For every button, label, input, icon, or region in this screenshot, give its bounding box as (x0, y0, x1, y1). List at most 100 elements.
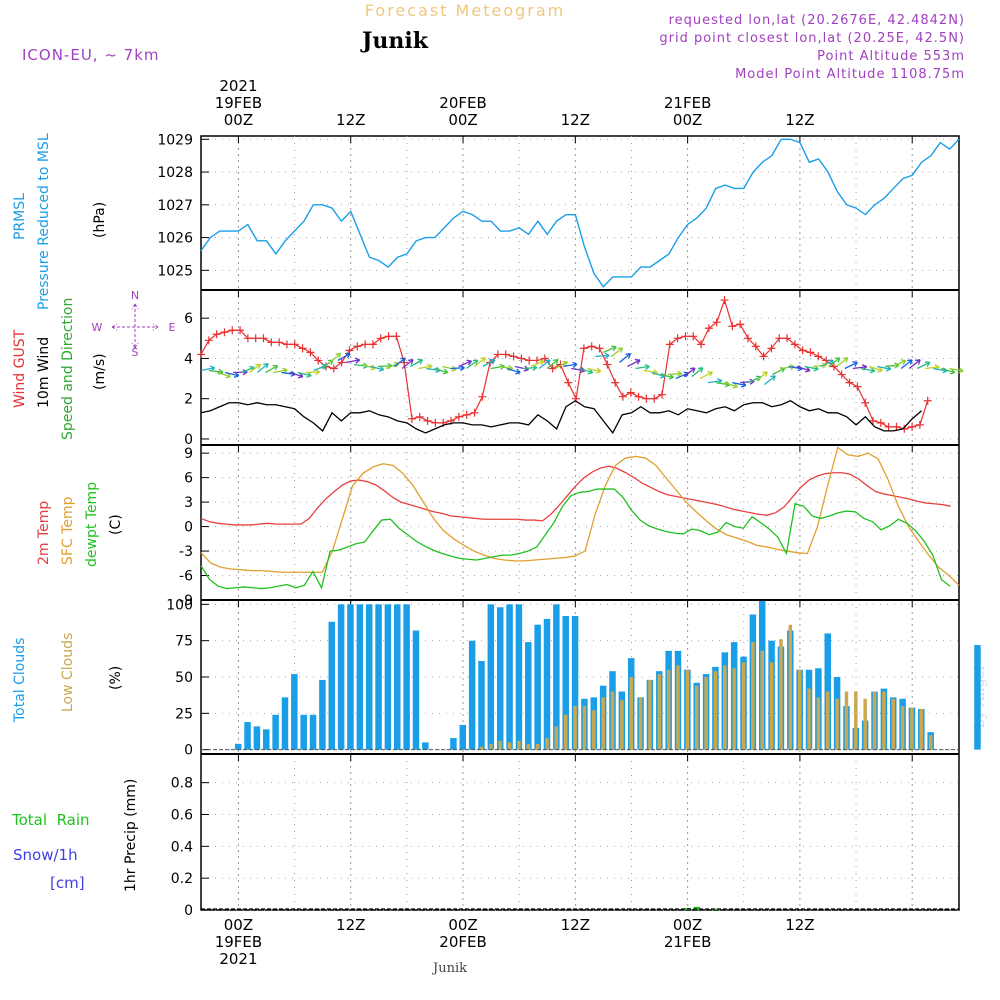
wind-direction-arrow (732, 381, 747, 387)
wind-direction-arrow (747, 376, 762, 384)
wind-direction-arrow (820, 359, 834, 368)
model-altitude: Model Point Altitude 1108.75m (735, 67, 965, 82)
gust-marker (642, 394, 651, 403)
gust-marker (665, 340, 674, 349)
total-cloud-bar (291, 674, 298, 750)
wind-direction-arrowhead (345, 352, 351, 359)
grid-point-coords: grid point closest lon,lat (20.25E, 42.5… (659, 31, 965, 46)
wind-direction-arrow (836, 357, 849, 368)
total-cloud-bar (300, 714, 307, 750)
gust-marker (220, 328, 229, 337)
low-cloud-bar (816, 697, 821, 750)
wind-line (200, 399, 922, 435)
y-tick-label: 3 (184, 495, 193, 511)
wind-direction-arrowhead (572, 361, 578, 369)
low-cloud-bar (507, 742, 512, 750)
wind-direction-arrowhead (958, 367, 964, 374)
gust-marker (704, 324, 713, 333)
gust-marker (298, 344, 307, 353)
y-tick-label: 75 (175, 634, 193, 650)
low-cloud-bar (601, 697, 605, 750)
low-cloud-bar (638, 697, 643, 750)
low-clouds-label: Low Clouds (60, 633, 76, 712)
low-cloud-bar (592, 710, 596, 750)
top-time-label: 12Z (561, 111, 590, 129)
y-tick-label: 4 (184, 351, 193, 367)
gust-marker (478, 392, 487, 401)
pressure-line (200, 138, 960, 288)
wind-direction-arrowhead (489, 358, 496, 365)
wind-direction-arrowhead (915, 359, 921, 365)
gust-marker (517, 354, 526, 363)
low-cloud-bar (779, 639, 783, 750)
y-tick-label: 9 (184, 446, 193, 462)
gust-marker (806, 348, 815, 357)
temp-2m-line (200, 465, 951, 526)
gust-marker (876, 418, 885, 427)
gust-marker (650, 394, 659, 403)
low-cloud-bar (844, 691, 849, 750)
total-cloud-bar (356, 604, 364, 750)
total-cloud-bar (478, 661, 485, 750)
wind-direction-arrow (587, 367, 602, 373)
y-tick-label: 0 (184, 520, 193, 536)
wind-unit: (m/s) (92, 353, 108, 390)
low-cloud-bar (582, 706, 587, 750)
snow-unit-label: [cm] (50, 874, 85, 892)
wind-direction-arrow (941, 367, 955, 374)
low-cloud-bar (535, 743, 540, 750)
gust-marker (790, 340, 799, 349)
dewpt-temp-label: dewpt Temp (84, 482, 100, 567)
wind-direction-arrowhead (515, 368, 521, 375)
wind-direction-arrowhead (604, 352, 610, 359)
wind-direction-arrow (538, 359, 551, 370)
wind-direction-arrow (828, 357, 841, 368)
wind-direction-arrowhead (634, 359, 641, 365)
gust-marker (212, 330, 221, 339)
wind-direction-arrow (224, 371, 239, 377)
gust-marker (579, 344, 588, 353)
wind-direction-arrow (216, 371, 231, 378)
total-cloud-bar (403, 604, 410, 750)
low-cloud-bar (563, 714, 568, 750)
gust-marker (626, 388, 635, 397)
gust-marker (384, 332, 393, 341)
gust-marker (259, 334, 268, 343)
y-tick-label: 2 (184, 392, 193, 408)
bottom-time-label: 00Z (448, 916, 477, 934)
temp-2m-label: 2m Temp (36, 501, 52, 565)
total-rain-label: Total Rain (11, 811, 90, 829)
compass-north: N (131, 289, 139, 302)
product-title: Forecast Meteogram (365, 1, 565, 20)
wind-direction-arrow (530, 360, 545, 368)
wind-direction-arrow (611, 347, 623, 357)
wind-direction-arrowhead (762, 371, 768, 377)
bottom-time-label: 20FEB (439, 933, 486, 951)
wind-direction-arrow (651, 371, 666, 378)
gust-marker (603, 360, 612, 369)
y-tick-label: 0 (184, 743, 193, 759)
wind-direction-arrow (200, 367, 215, 372)
y-tick-label: -6 (179, 569, 193, 585)
wind-direction-arrow (579, 367, 593, 374)
wind-direction-arrowhead (697, 367, 704, 373)
total-cloud-bar (422, 742, 429, 750)
gust-marker (290, 340, 299, 349)
total-cloud-bar (534, 624, 541, 750)
wind-direction-arrow (900, 359, 913, 370)
total-cloud-bar (234, 743, 242, 750)
top-time-label: 00Z (448, 111, 477, 129)
gust-marker (243, 334, 252, 343)
gust-marker (509, 352, 518, 361)
gust-marker (337, 358, 346, 367)
gust-marker (275, 338, 284, 347)
wind-direction-arrow (361, 363, 376, 370)
wind-direction-arrow (273, 369, 288, 374)
total-cloud-bar (281, 697, 289, 750)
gust-marker (329, 364, 338, 373)
gust-marker (595, 344, 604, 353)
gust-marker (431, 418, 440, 427)
low-cloud-bar (648, 679, 652, 750)
wind-direction-arrow (643, 369, 658, 374)
